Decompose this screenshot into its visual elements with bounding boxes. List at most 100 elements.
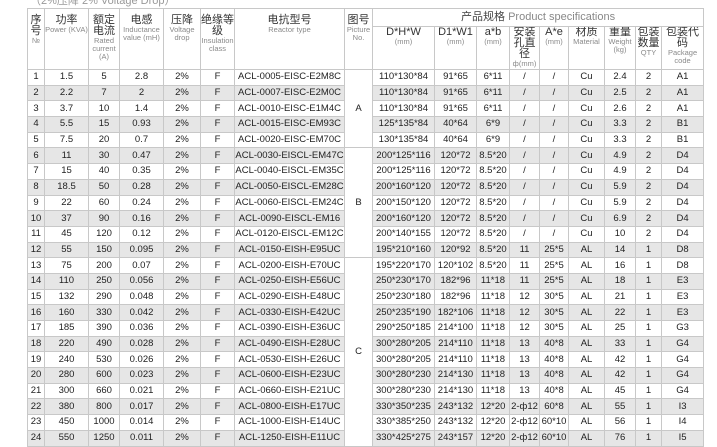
- table-row: 20 280 600 0.023 2% F ACL-0600-EISH-E23UC 300*2…: [27, 367, 705, 384]
- table-cell: 91*65: [434, 69, 477, 86]
- table-cell: 5.9: [604, 178, 636, 196]
- table-cell: 42: [604, 367, 636, 384]
- table-cell: 330*350*235: [372, 398, 435, 416]
- table-cell: 330*425*275: [372, 429, 435, 447]
- column-header: A*e (mm): [539, 26, 569, 70]
- column-header-en: (mm): [394, 37, 413, 47]
- table-cell: 11: [44, 147, 89, 165]
- table-cell: 50: [88, 178, 120, 196]
- table-cell: 2%: [163, 288, 201, 306]
- table-cell: 200*125*116: [372, 147, 435, 165]
- table-cell: B1: [660, 116, 705, 133]
- table-cell: 530: [88, 351, 120, 369]
- table-cell: 182*96: [434, 288, 477, 306]
- spec-group-header: 产品规格 Product specifications: [371, 7, 705, 28]
- table-cell: 6*9: [476, 116, 510, 133]
- table-cell: /: [509, 131, 540, 149]
- table-cell: 120*72: [434, 225, 477, 243]
- table-cell: 330: [88, 304, 120, 321]
- table-cell: F: [200, 304, 235, 321]
- table-cell: 25*5: [539, 272, 569, 290]
- table-cell: 7.5: [44, 131, 89, 149]
- table-cell: 30*5: [539, 288, 569, 306]
- table-cell: 182*96: [434, 272, 477, 290]
- table-cell: Cu: [568, 194, 605, 212]
- table-cell: 60: [88, 194, 120, 212]
- table-cell: 1.5: [44, 69, 89, 86]
- table-cell: 0.056: [119, 272, 164, 290]
- table-row: 4 5.5 15 0.93 2% F ACL-0015-EISC-EM93C 125*135*…: [27, 116, 705, 133]
- table-cell: 75: [44, 257, 89, 274]
- table-cell: 0.16: [119, 210, 164, 227]
- table-cell: ACL-0050-EISCL-EM28C: [234, 178, 345, 196]
- table-row: 13 75 200 0.07 2% F ACL-0200-EISH-E70UC C 195*22…: [27, 257, 705, 447]
- table-cell: F: [200, 178, 235, 196]
- table-cell: /: [539, 147, 569, 165]
- table-cell: 250*230*170: [372, 272, 435, 290]
- table-cell: /: [539, 210, 569, 227]
- table-cell: D4: [660, 147, 705, 165]
- table-cell: 11: [509, 257, 540, 274]
- table-cell: AL: [568, 272, 605, 290]
- table-cell: 2: [635, 116, 662, 133]
- column-header-en: (mm): [446, 37, 465, 47]
- table-cell: 8.5*20: [476, 178, 510, 196]
- table-cell: 2%: [163, 241, 201, 259]
- table-cell: 330*385*250: [372, 414, 435, 431]
- table-cell: D4: [660, 194, 705, 212]
- table-row: 10 37 90 0.16 2% F ACL-0090-EISCL-EM16 200*160*…: [27, 210, 705, 227]
- table-cell: 1: [635, 304, 662, 321]
- column-header: 绝缘等级 Insulation class: [200, 8, 235, 70]
- column-header: 额定电流 Rated current (A): [88, 8, 120, 70]
- column-header: 包装数量 QTY: [635, 26, 662, 70]
- table-cell: 20: [27, 367, 45, 384]
- table-cell: 8.5*20: [476, 210, 510, 227]
- table-cell: 0.47: [119, 147, 164, 165]
- table-cell: 11*18: [476, 335, 510, 353]
- table-cell: /: [539, 225, 569, 243]
- table-cell: Cu: [568, 100, 605, 118]
- table-cell: 380: [44, 398, 89, 416]
- column-header-zh: 包装代码: [666, 26, 700, 50]
- header-row: D*H*W (mm) D1*W1 (mm) a*b (mm) 安装孔直径 ф(mm) A*e (m…: [28, 26, 705, 70]
- table-cell: 300*280*205: [372, 335, 435, 353]
- table-cell: 2%: [163, 131, 201, 149]
- column-header-en: Weight (kg): [608, 37, 632, 55]
- column-header: 包装代码 Package code: [660, 26, 705, 70]
- table-cell: 11*18: [476, 351, 510, 369]
- table-cell: E3: [660, 288, 705, 306]
- table-row: 3 3.7 10 1.4 2% F ACL-0010-EISC-E1M4C 110*130*8…: [27, 100, 705, 118]
- table-cell: 2%: [163, 194, 201, 212]
- table-cell: /: [509, 100, 540, 118]
- column-header-en: Rated current (A): [92, 36, 116, 61]
- table-cell: 2: [635, 131, 662, 149]
- table-cell: 13: [27, 257, 45, 274]
- table-cell: 2.8: [119, 69, 164, 86]
- table-cell: 3: [27, 100, 45, 118]
- table-cell: /: [509, 69, 540, 86]
- table-cell: 1: [27, 69, 45, 86]
- table-cell: 11: [509, 272, 540, 290]
- column-header-zh: 材质: [575, 26, 598, 39]
- table-cell: 110: [44, 272, 89, 290]
- table-cell: 2%: [163, 429, 201, 447]
- table-cell: 0.017: [119, 398, 164, 416]
- table-cell: 5.5: [44, 116, 89, 133]
- column-header-zh: A*e: [545, 26, 563, 39]
- table-cell: 2: [635, 147, 662, 165]
- table-cell: 2-ф12: [509, 398, 540, 416]
- table-cell: ACL-0120-EISCL-EM12C: [234, 225, 345, 243]
- table-row: 1 1.5 5 2.8 2% F ACL-0005-EISC-E2M8C A 110*130*8…: [27, 68, 705, 149]
- table-cell: /: [509, 84, 540, 102]
- table-cell: 55: [44, 241, 89, 259]
- table-cell: 0.021: [119, 382, 164, 400]
- table-cell: /: [509, 194, 540, 212]
- table-cell: 2%: [163, 210, 201, 227]
- table-cell: 12: [27, 241, 45, 259]
- table-cell: 2: [635, 210, 662, 227]
- table-cell: AL: [568, 382, 605, 400]
- table-cell: ACL-0490-EISH-E28UC: [234, 335, 345, 353]
- spec-group-en: Product specifications: [508, 11, 616, 24]
- table-cell: /: [539, 100, 569, 118]
- column-header: 安装孔直径 ф(mm): [509, 26, 540, 70]
